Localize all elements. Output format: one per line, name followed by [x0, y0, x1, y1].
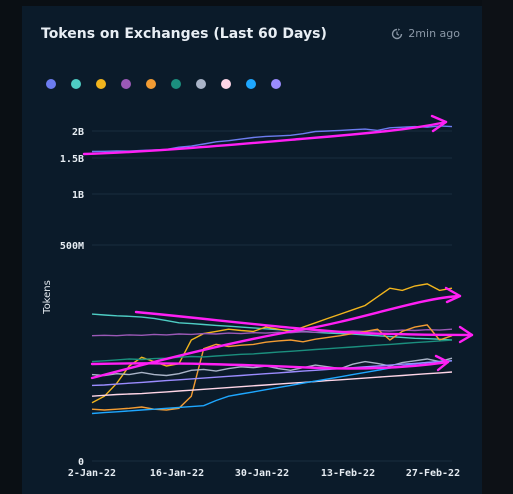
legend-dot-6[interactable]	[171, 79, 181, 89]
annotation-stroke	[82, 120, 448, 156]
updated-text: 2min ago	[408, 27, 460, 40]
legend-dot-4[interactable]	[121, 79, 131, 89]
legend-dot-3[interactable]	[96, 79, 106, 89]
last-updated: 2min ago	[391, 27, 460, 40]
y-tick-label: 2B	[72, 127, 84, 138]
annotation-stroke	[90, 294, 462, 380]
annotation-stroke	[134, 310, 474, 337]
legend	[46, 79, 281, 89]
legend-dot-2[interactable]	[71, 79, 81, 89]
annotation-stroke	[444, 286, 462, 304]
y-tick-label: 0	[78, 457, 84, 468]
series-line-10[interactable]	[91, 360, 453, 387]
legend-dot-9[interactable]	[246, 79, 256, 89]
x-tick-label: 13-Feb-22	[321, 468, 375, 479]
series-line-9[interactable]	[91, 360, 453, 415]
series-line-4[interactable]	[91, 328, 453, 337]
y-tick-label: 1B	[72, 190, 84, 201]
x-tick-label: 27-Feb-22	[406, 468, 460, 479]
x-tick-label: 2-Jan-22	[68, 468, 116, 479]
refresh-clock-icon[interactable]	[391, 27, 403, 40]
annotation-stroke	[90, 360, 450, 370]
y-tick-label: 1.5B	[60, 154, 84, 165]
series-line-8[interactable]	[91, 371, 453, 397]
x-tick-label: 16-Jan-22	[150, 468, 204, 479]
legend-dot-5[interactable]	[146, 79, 156, 89]
series-line-3[interactable]	[91, 283, 453, 404]
series-line-6[interactable]	[91, 339, 453, 363]
annotation-stroke	[434, 354, 450, 372]
page-edge	[482, 0, 513, 494]
y-tick-label: 500M	[60, 241, 84, 252]
legend-dot-7[interactable]	[196, 79, 206, 89]
chart-title: Tokens on Exchanges (Last 60 Days)	[41, 26, 327, 42]
legend-dot-8[interactable]	[221, 79, 231, 89]
series-line-2[interactable]	[91, 313, 453, 341]
y-axis-label: Tokens	[42, 280, 53, 315]
annotation-stroke	[430, 114, 448, 133]
legend-dot-10[interactable]	[271, 79, 281, 89]
x-tick-label: 30-Jan-22	[235, 468, 289, 479]
annotation-stroke	[458, 325, 474, 344]
legend-dot-1[interactable]	[46, 79, 56, 89]
